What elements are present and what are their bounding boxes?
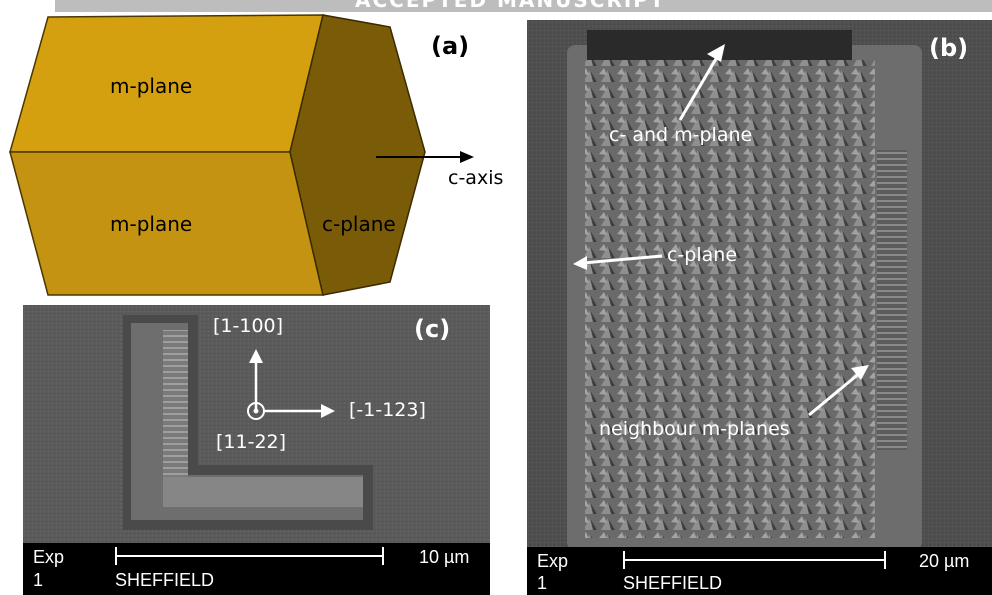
mesa-faceted-surface xyxy=(585,60,875,538)
scale-length-label: 20 µm xyxy=(919,551,970,571)
scale-bar-right-tick xyxy=(382,547,384,565)
panel-b-tag: (b) xyxy=(929,34,969,62)
facility-label: SHEFFIELD xyxy=(623,573,723,593)
direction-out-symbol-dot xyxy=(253,408,259,414)
front-m-plane-label: m-plane xyxy=(110,212,193,236)
arrow-c-plane xyxy=(582,254,663,265)
scale-length-label: 10 µm xyxy=(419,547,470,567)
mesa-horizontal-edge xyxy=(163,477,363,507)
panel-b-sem-image: (b) c- and m-plane c-plane neighbour m-p… xyxy=(527,20,992,595)
direction-out-symbol-ring xyxy=(247,402,265,420)
arrowhead-c-plane xyxy=(573,256,587,270)
c-axis-label: c-axis xyxy=(448,167,504,189)
annotation-neighbour-m-planes: neighbour m-planes xyxy=(599,418,790,440)
arrowhead-neighbour-m-planes xyxy=(851,365,869,380)
panel-c-tag: (c) xyxy=(414,315,451,343)
exp-number: 1 xyxy=(33,570,44,590)
scale-bar-strip-b: Exp 1 SHEFFIELD 20 µm xyxy=(527,547,992,595)
accepted-manuscript-banner: ACCEPTED MANUSCRIPT xyxy=(55,0,992,12)
panel-a-tag: (a) xyxy=(431,32,470,60)
scale-bar-strip-c: Exp 1 SHEFFIELD 10 µm xyxy=(23,543,490,595)
panel-c-sem-image: (c) [1-100] [-1-123] [11-22] Exp 1 SHEFF… xyxy=(23,305,490,595)
direction-label-1-100: [1-100] xyxy=(213,315,284,337)
arrow-neighbour-m-planes xyxy=(808,370,862,417)
arrowhead-c-and-m-plane xyxy=(707,44,725,62)
banner-text: ACCEPTED MANUSCRIPT xyxy=(355,0,666,12)
exp-label: Exp xyxy=(537,551,569,571)
scale-bar-left-tick xyxy=(623,551,625,569)
prism-end-c-face xyxy=(289,14,426,296)
top-m-plane-label: m-plane xyxy=(110,74,193,98)
sem-micrograph-b xyxy=(527,20,992,595)
annotation-c-and-m-plane: c- and m-plane xyxy=(609,124,753,146)
exp-number: 1 xyxy=(537,573,548,593)
c-axis-arrowhead xyxy=(460,151,474,163)
exp-label: Exp xyxy=(33,547,65,567)
arrow-c-and-m-plane xyxy=(678,51,722,121)
scale-bar-right-tick xyxy=(884,551,886,569)
direction-label-11-22: [11-22] xyxy=(216,431,287,453)
facility-label: SHEFFIELD xyxy=(115,570,215,590)
mesa-vertical-stripes xyxy=(163,330,188,480)
direction-label-minus1-1-123: [-1-123] xyxy=(349,399,426,421)
scale-bar-left-tick xyxy=(115,547,117,565)
annotation-c-plane: c-plane xyxy=(667,244,738,266)
direction-right-arrowhead xyxy=(321,404,335,418)
scale-bar-line xyxy=(115,555,383,557)
mesa-side-stripes xyxy=(877,150,907,450)
c-plane-label: c-plane xyxy=(322,212,396,236)
direction-up-arrowhead xyxy=(249,349,263,363)
panel-a-prism-schematic: (a) m-plane m-plane c-plane c-axis xyxy=(0,12,520,302)
scale-bar-line xyxy=(623,559,885,561)
prism-drawing xyxy=(9,14,474,296)
